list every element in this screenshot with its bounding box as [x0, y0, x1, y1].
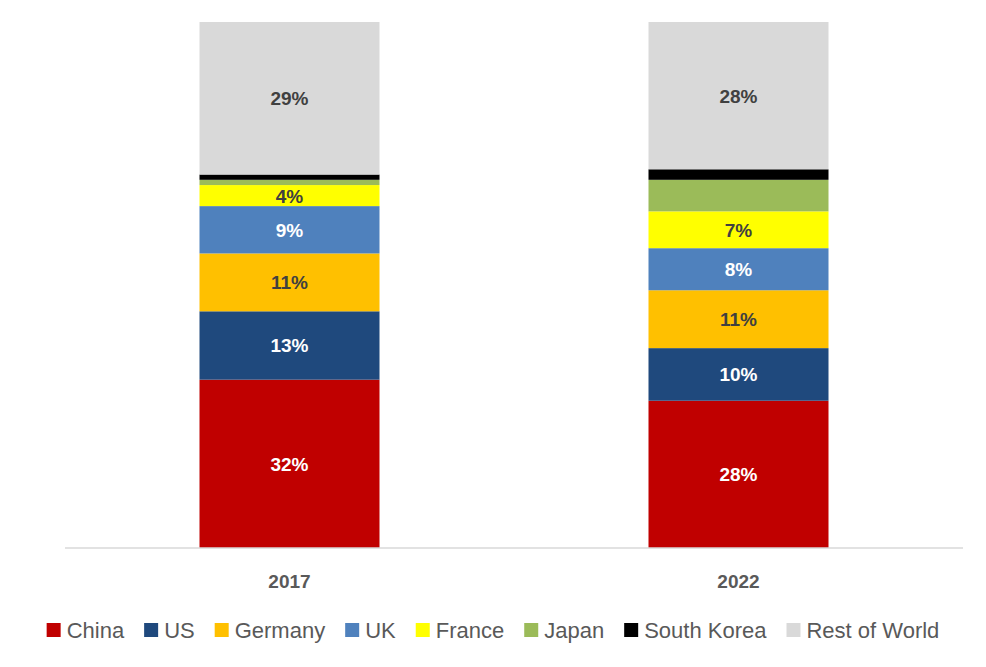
bar-segment [649, 290, 829, 348]
legend-swatch [144, 623, 158, 637]
chart: 32% 13% 11% 9% 4% 29% 28% 10% 11% 8% 7% 28% 2017 2022… [0, 0, 986, 667]
bar-segment [200, 311, 380, 379]
legend-swatch [47, 623, 61, 637]
legend-label: UK [365, 618, 396, 643]
data-label: 9% [276, 220, 304, 241]
bar-segment [200, 180, 380, 185]
bar-segment [649, 180, 829, 212]
legend-swatch [624, 623, 638, 637]
data-label: 13% [270, 335, 308, 356]
data-label: 11% [720, 309, 757, 330]
legend-swatch [416, 623, 430, 637]
bar-segment [649, 348, 829, 401]
data-label: 29% [270, 88, 308, 109]
legend-label: China [67, 618, 125, 643]
legend-label: France [436, 618, 504, 643]
bar-segment [200, 185, 380, 206]
category-label: 2022 [717, 571, 759, 592]
legend-swatch [345, 623, 359, 637]
data-label: 11% [271, 272, 308, 293]
data-label: 4% [276, 186, 304, 207]
data-labels: 32% 13% 11% 9% 4% 29% 28% 10% 11% 8% 7% 28% [270, 86, 757, 486]
bar-segment [649, 248, 829, 290]
category-label: 2017 [268, 571, 310, 592]
bar-segment [649, 401, 829, 548]
legend-label: Germany [235, 618, 325, 643]
data-label: 7% [725, 220, 753, 241]
legend-label: South Korea [644, 618, 767, 643]
legend: China US Germany UK France Japan South Korea Re… [47, 618, 940, 643]
data-label: 28% [719, 464, 757, 485]
data-label: 32% [270, 454, 308, 475]
legend-swatch [524, 623, 538, 637]
data-label: 10% [719, 364, 757, 385]
bar-segment [200, 380, 380, 548]
x-axis-line [65, 547, 963, 549]
bar-segment [649, 22, 829, 169]
data-label: 28% [719, 86, 757, 107]
legend-swatch [215, 623, 229, 637]
bar-segment [200, 175, 380, 180]
legend-label: Japan [544, 618, 604, 643]
bars [200, 22, 829, 548]
bar-segment [200, 22, 380, 175]
legend-label: Rest of World [806, 618, 939, 643]
bar-segment [200, 253, 380, 311]
legend-label: US [164, 618, 195, 643]
bar-segment [200, 206, 380, 253]
data-label: 8% [725, 259, 753, 280]
bar-segment [649, 169, 829, 180]
legend-swatch [786, 623, 800, 637]
bar-segment [649, 211, 829, 248]
